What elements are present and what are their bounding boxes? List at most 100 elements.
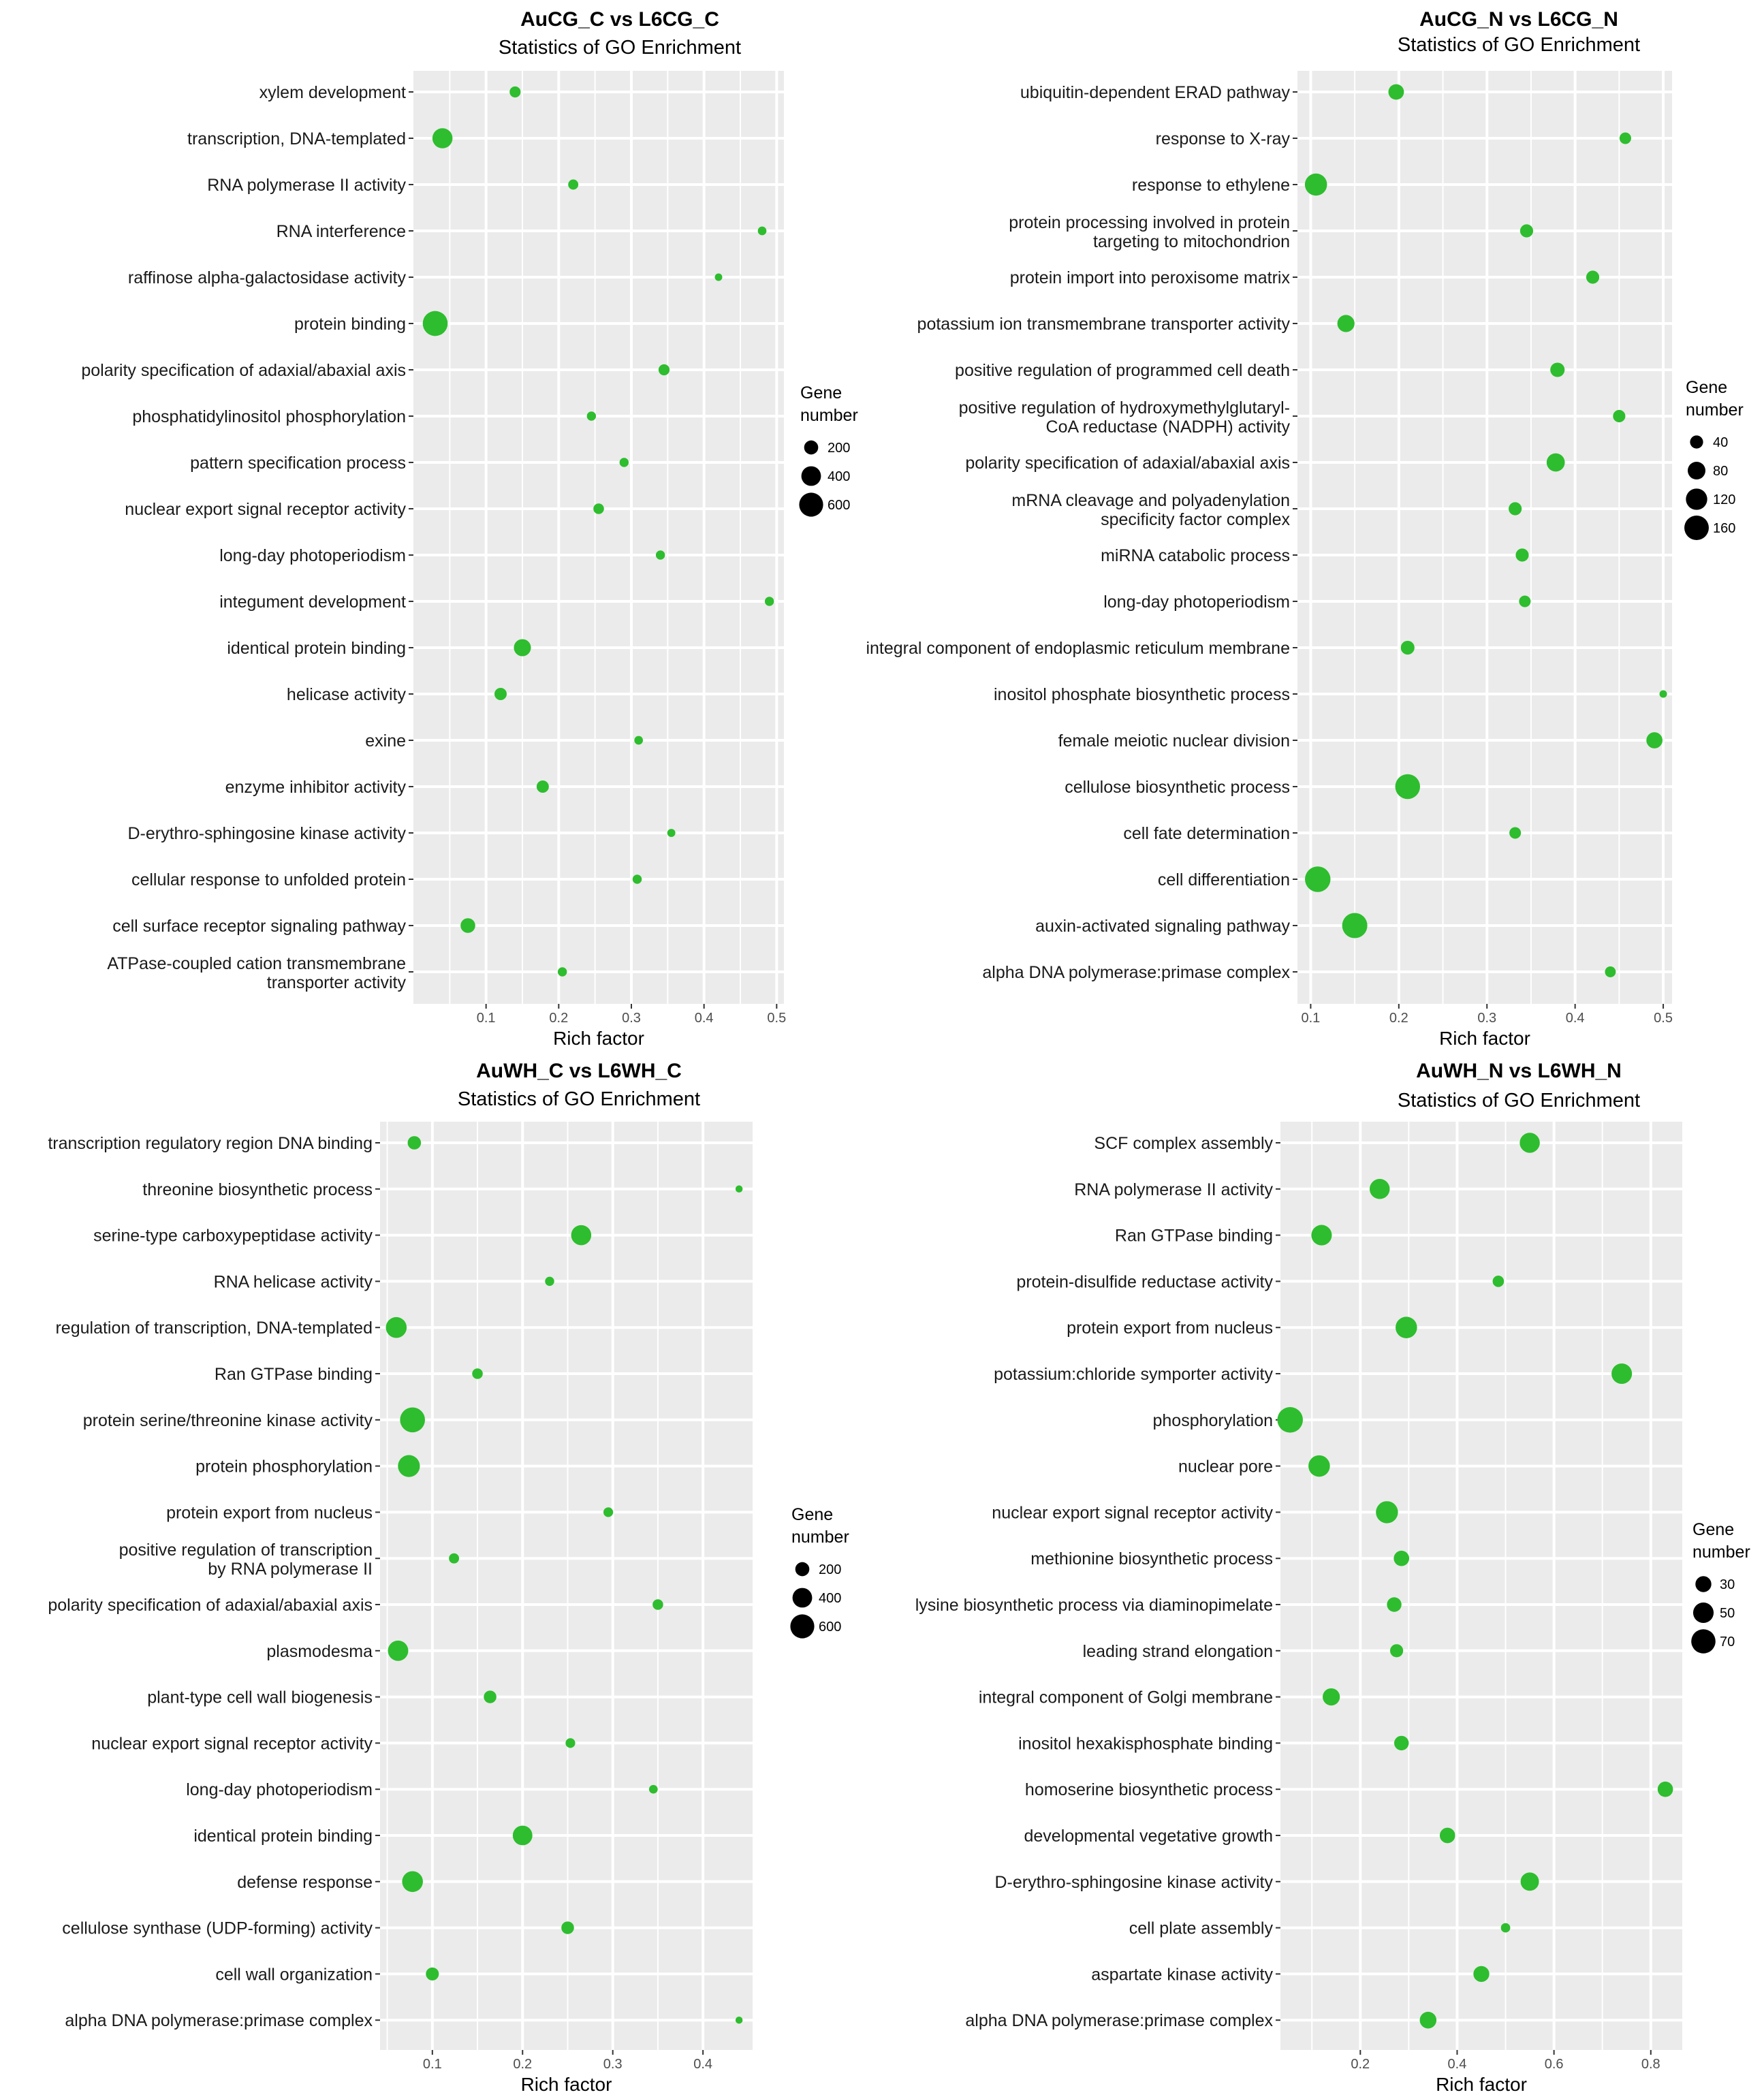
y-tick-label: positive regulation of programmed cell d… [955,361,1290,380]
data-point [432,128,453,148]
data-point [449,1553,460,1564]
legend-title: Gene [1692,1520,1734,1539]
y-tick-label: identical protein binding [227,639,406,658]
y-tick-label: D-erythro-sphingosine kinase activity [994,1873,1273,1892]
y-tick-label: ATPase-coupled cation transmembrane [107,954,406,973]
y-tick-label: RNA helicase activity [214,1272,373,1291]
data-point [1586,270,1600,284]
legend-title: Gene [800,383,842,403]
y-tick-label: plant-type cell wall biogenesis [147,1688,373,1707]
data-point [586,411,597,421]
data-point [1342,913,1368,938]
y-tick-label: helicase activity [287,685,407,704]
data-point [1519,224,1534,238]
y-tick-label: protein export from nucleus [1067,1319,1273,1338]
y-tick-label: defense response [237,1873,373,1892]
data-point [1387,1597,1402,1612]
y-tick-label: RNA polymerase II activity [1074,1180,1273,1199]
legend-title: number [800,406,858,425]
chart-subtitle: Statistics of GO Enrichment [499,37,741,59]
data-point [571,1225,592,1246]
y-tick-label: polarity specification of adaxial/abaxia… [48,1596,373,1615]
data-point [1393,1550,1410,1566]
data-point [1611,1363,1633,1385]
plot-panel [413,71,784,1004]
legend-label: 600 [828,498,850,513]
data-point [1646,732,1663,748]
y-tick-label: lysine biosynthetic process via diaminop… [915,1596,1273,1615]
legend-key [1691,1629,1716,1654]
data-point [398,1455,420,1477]
y-tick-label: integral component of Golgi membrane [979,1688,1273,1707]
chart-panel-1: AuCG_C vs L6CG_C Statistics of GO Enrichm… [81,8,857,1049]
x-axis-label: Rich factor [1439,1028,1530,1049]
data-point [1394,1735,1409,1751]
data-point [735,2016,743,2024]
data-point [1492,1276,1505,1287]
data-point [1509,502,1522,516]
y-tick-label: integument development [219,593,406,612]
y-tick-label: cell plate assembly [1129,1919,1274,1938]
y-tick-label: protein serine/threonine kinase activity [83,1411,373,1430]
legend-label: 200 [819,1562,841,1577]
y-tick-label: serine-type carboxypeptidase activity [93,1227,373,1246]
x-tick-label: 0.4 [1566,1011,1585,1026]
y-tick-label: transcription, DNA-templated [187,129,406,148]
data-point [1337,315,1355,332]
y-tick-label: potassium:chloride symporter activity [994,1365,1273,1384]
y-tick-label: enzyme inhibitor activity [225,778,407,797]
data-point [1396,1316,1417,1338]
x-tick-label: 0.3 [622,1011,641,1026]
y-tick-label: threonine biosynthetic process [142,1180,373,1199]
y-tick-label: protein binding [294,315,406,334]
data-point [536,780,549,793]
data-point [1400,640,1415,655]
legend-key [1690,435,1703,449]
legend-label: 70 [1720,1635,1735,1650]
legend-key [790,1614,815,1639]
y-tick-label: nuclear export signal receptor activity [91,1734,373,1753]
data-point [514,639,531,657]
data-point [1619,132,1631,144]
legend-key [1692,1602,1714,1624]
chart-panel-3: AuWH_C vs L6WH_C Statistics of GO Enrichm… [48,1060,849,2095]
y-tick-label: protein processing involved in protein [1009,213,1290,232]
data-point [557,967,567,977]
y-tick-label: specificity factor complex [1101,510,1290,529]
chart-subtitle: Statistics of GO Enrichment [458,1088,700,1110]
data-point [1376,1501,1398,1524]
data-point [764,597,774,606]
y-tick-label: leading strand elongation [1083,1642,1273,1661]
y-tick-label: xylem development [259,83,406,102]
legend-key [795,1562,810,1577]
legend-label: 30 [1720,1577,1735,1592]
data-point [484,1690,497,1703]
data-point [667,829,676,837]
y-tick-label: cell wall organization [215,1965,373,1984]
chart-subtitle: Statistics of GO Enrichment [1398,1090,1640,1111]
data-point [652,1599,663,1610]
y-tick-label: Ran GTPase binding [1115,1227,1273,1246]
legend-key [1695,1576,1712,1592]
y-tick-label: phosphorylation [1152,1411,1273,1430]
legend-label: 600 [819,1620,841,1635]
data-point [494,688,507,700]
y-tick-label: response to X-ray [1156,129,1291,148]
y-tick-label: targeting to mitochondrion [1093,232,1290,251]
data-point [568,179,579,190]
data-point [407,1136,422,1150]
data-point [1509,827,1522,839]
y-tick-label: long-day photoperiodism [186,1780,373,1799]
data-point [402,1871,423,1893]
legend-label: 400 [819,1591,841,1606]
legend-key [1684,516,1709,540]
data-point [603,1507,614,1517]
y-tick-label: regulation of transcription, DNA-templat… [55,1319,373,1338]
size-legend: Gene number 40 80 120 160 [1684,378,1744,540]
x-tick-label: 0.6 [1545,2057,1564,2072]
y-tick-label: phosphatidylinositol phosphorylation [132,407,406,426]
y-tick-label: inositol phosphate biosynthetic process [994,685,1290,704]
chart-panel-4: AuWH_N vs L6WH_N Statistics of GO Enrichm… [915,1060,1750,2095]
legend-key [804,440,819,455]
data-point [1439,1827,1455,1844]
